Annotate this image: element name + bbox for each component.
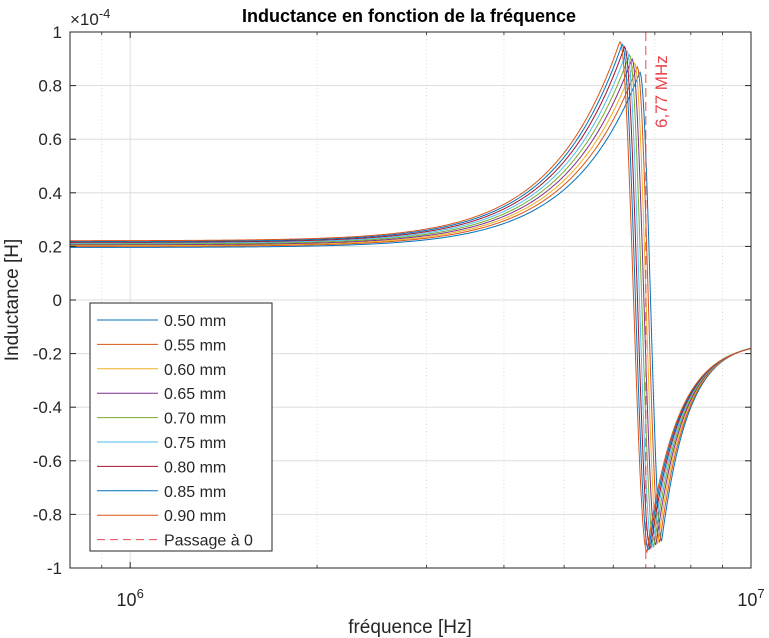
zero-crossing-label: 6,77 MHz	[652, 55, 671, 128]
legend-label: 0.70 mm	[164, 411, 226, 428]
legend: 0.50 mm 0.55 mm 0.60 mm 0.65 mm 0.70 mm 0.75 …	[89, 302, 273, 552]
series-line	[70, 41, 751, 554]
legend-label: 0.55 mm	[164, 337, 226, 354]
y-tick-label: 0.2	[38, 237, 62, 256]
x-tick-power: 7	[757, 586, 764, 601]
legend-label: 0.75 mm	[164, 435, 226, 452]
x-tick-power: 6	[137, 586, 144, 601]
legend-label: 0.65 mm	[164, 386, 226, 403]
series-line	[70, 62, 751, 544]
x-tick-label: 106	[117, 586, 144, 610]
series-line	[70, 50, 751, 550]
y-tick-label: -0.6	[33, 452, 62, 471]
series-line	[70, 43, 751, 551]
y-tick-label: -0.2	[33, 345, 62, 364]
y-tick-label: -0.4	[33, 398, 62, 417]
legend-label: Passage à 0	[164, 533, 253, 550]
legend-label: 0.60 mm	[164, 362, 226, 379]
zero-crossing-layer: 6,77 MHz	[645, 32, 671, 568]
y-tick-label: 1	[53, 23, 62, 42]
y-exponent-label: ×10-4	[70, 6, 110, 29]
series-layer	[70, 41, 751, 554]
y-tick-label: 0.6	[38, 130, 62, 149]
y-exponent-base: ×10	[70, 10, 99, 29]
y-tick-label: 0.4	[38, 184, 62, 203]
y-tick-label: -0.8	[33, 505, 62, 524]
x-tick-base: 10	[737, 590, 757, 610]
legend-label: 0.80 mm	[164, 459, 226, 476]
legend-label: 0.50 mm	[164, 313, 226, 330]
x-tick-base: 10	[117, 590, 137, 610]
y-exponent-power: -4	[99, 6, 111, 21]
series-line	[70, 65, 751, 543]
series-line	[70, 57, 751, 546]
series-line	[70, 53, 751, 549]
legend-label: 0.85 mm	[164, 484, 226, 501]
chart-title: Inductance en fonction de la fréquence	[242, 6, 576, 26]
series-line	[70, 45, 751, 551]
x-axis-label: fréquence [Hz]	[348, 617, 472, 638]
y-tick-label: 0.8	[38, 77, 62, 96]
y-tick-label: 0	[53, 291, 62, 310]
y-tick-label: -1	[47, 559, 62, 578]
x-tick-label: 107	[737, 586, 764, 610]
y-axis-label: Inductance [H]	[2, 239, 23, 362]
legend-label: 0.90 mm	[164, 508, 226, 525]
